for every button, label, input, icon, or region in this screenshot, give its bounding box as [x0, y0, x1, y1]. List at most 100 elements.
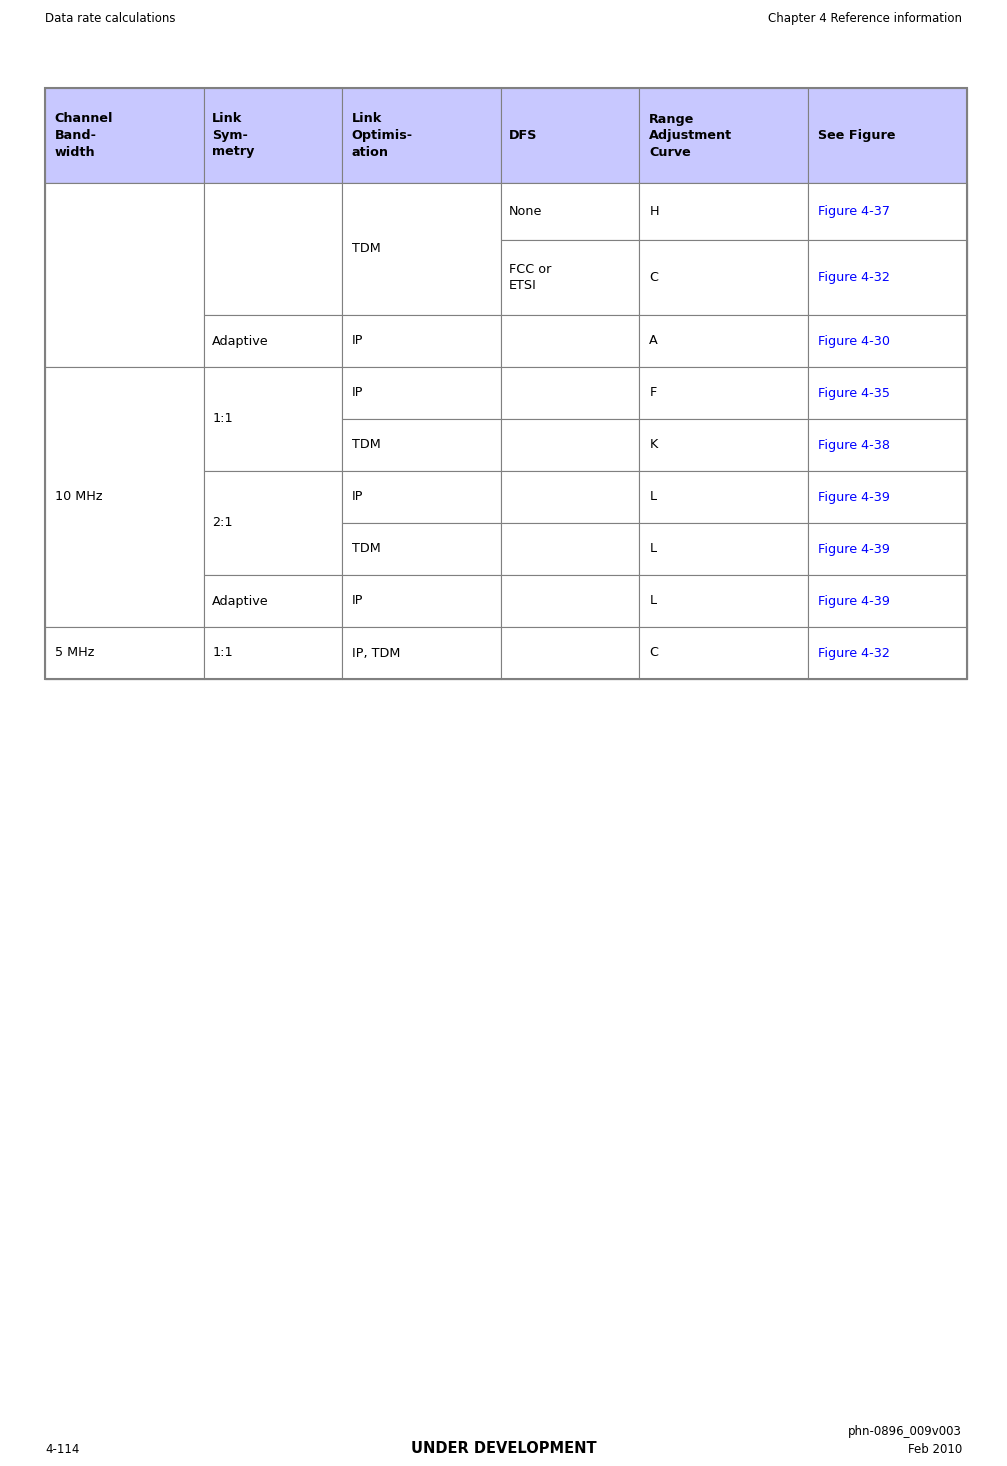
Bar [203, 366, 342, 419]
Bar [809, 575, 967, 627]
Text: IP, TDM: IP, TDM [351, 647, 400, 660]
Bar [809, 366, 967, 419]
Bar [342, 315, 500, 366]
Bar [203, 366, 342, 471]
Bar [342, 627, 500, 679]
Bar [500, 183, 639, 240]
Text: A: A [650, 334, 658, 347]
Bar [809, 419, 967, 471]
Text: Link
Sym-
metry: Link Sym- metry [212, 113, 255, 158]
Bar [500, 627, 639, 679]
Bar [342, 419, 500, 471]
Bar [45, 183, 203, 366]
Text: Adaptive: Adaptive [212, 334, 269, 347]
Bar [809, 575, 967, 627]
Bar [639, 523, 809, 575]
Bar [639, 627, 809, 679]
Bar [203, 471, 342, 575]
Bar [342, 471, 500, 523]
Text: Chapter 4 Reference information: Chapter 4 Reference information [768, 12, 962, 25]
Text: See Figure: See Figure [818, 129, 895, 142]
Bar [809, 88, 967, 183]
Bar [45, 315, 203, 366]
Bar [639, 523, 809, 575]
Text: Figure 4-32: Figure 4-32 [818, 271, 889, 284]
Text: IP: IP [351, 491, 364, 503]
Bar [500, 315, 639, 366]
Text: Figure 4-30: Figure 4-30 [818, 334, 890, 347]
Bar [639, 575, 809, 627]
Text: Figure 4-39: Figure 4-39 [818, 491, 889, 503]
Bar [809, 240, 967, 315]
Bar [45, 627, 203, 679]
Text: 4-114: 4-114 [45, 1443, 80, 1456]
Text: Figure 4-39: Figure 4-39 [818, 542, 889, 556]
Bar [203, 627, 342, 679]
Text: Figure 4-35: Figure 4-35 [818, 387, 890, 400]
Bar [500, 240, 639, 315]
Bar [639, 88, 809, 183]
Text: IP: IP [351, 334, 364, 347]
Text: C: C [650, 647, 659, 660]
Text: Link
Optimis-
ation: Link Optimis- ation [351, 113, 413, 158]
Bar [500, 419, 639, 471]
Bar [500, 315, 639, 366]
Bar [500, 523, 639, 575]
Text: L: L [650, 491, 657, 503]
Bar [809, 366, 967, 419]
Bar [342, 240, 500, 315]
Text: Range
Adjustment
Curve: Range Adjustment Curve [650, 113, 732, 158]
Bar [203, 627, 342, 679]
Text: phn-0896_009v003: phn-0896_009v003 [848, 1425, 962, 1438]
Bar [639, 627, 809, 679]
Text: Figure 4-39: Figure 4-39 [818, 595, 889, 607]
Bar [809, 627, 967, 679]
Bar [809, 315, 967, 366]
Bar [203, 523, 342, 575]
Bar [203, 315, 342, 366]
Bar [45, 88, 203, 183]
Bar [342, 366, 500, 419]
Bar [639, 419, 809, 471]
Text: Data rate calculations: Data rate calculations [45, 12, 175, 25]
Bar [809, 523, 967, 575]
Bar [342, 627, 500, 679]
Bar [203, 419, 342, 471]
Bar [809, 315, 967, 366]
Bar [500, 575, 639, 627]
Text: FCC or
ETSI: FCC or ETSI [510, 262, 552, 292]
Bar [342, 523, 500, 575]
Text: None: None [510, 205, 543, 218]
Bar [342, 315, 500, 366]
Bar [342, 471, 500, 523]
Text: IP: IP [351, 387, 364, 400]
Bar [500, 366, 639, 419]
Text: 1:1: 1:1 [212, 412, 233, 425]
Bar [342, 366, 500, 419]
Bar [639, 471, 809, 523]
Bar [203, 88, 342, 183]
Bar [809, 471, 967, 523]
Bar [500, 183, 639, 240]
Bar [639, 183, 809, 240]
Text: C: C [650, 271, 659, 284]
Text: IP: IP [351, 595, 364, 607]
Bar [639, 183, 809, 240]
Text: H: H [650, 205, 659, 218]
Text: Figure 4-37: Figure 4-37 [818, 205, 890, 218]
Bar [203, 575, 342, 627]
Bar [342, 419, 500, 471]
Text: L: L [650, 542, 657, 556]
Bar [809, 471, 967, 523]
Bar [639, 575, 809, 627]
Bar [809, 523, 967, 575]
Text: 2:1: 2:1 [212, 516, 233, 529]
Bar [500, 575, 639, 627]
Text: Channel
Band-
width: Channel Band- width [54, 113, 113, 158]
Bar [45, 183, 203, 240]
Bar [45, 627, 203, 679]
Bar [342, 183, 500, 315]
Bar [500, 471, 639, 523]
Bar [203, 183, 342, 315]
Bar [203, 575, 342, 627]
